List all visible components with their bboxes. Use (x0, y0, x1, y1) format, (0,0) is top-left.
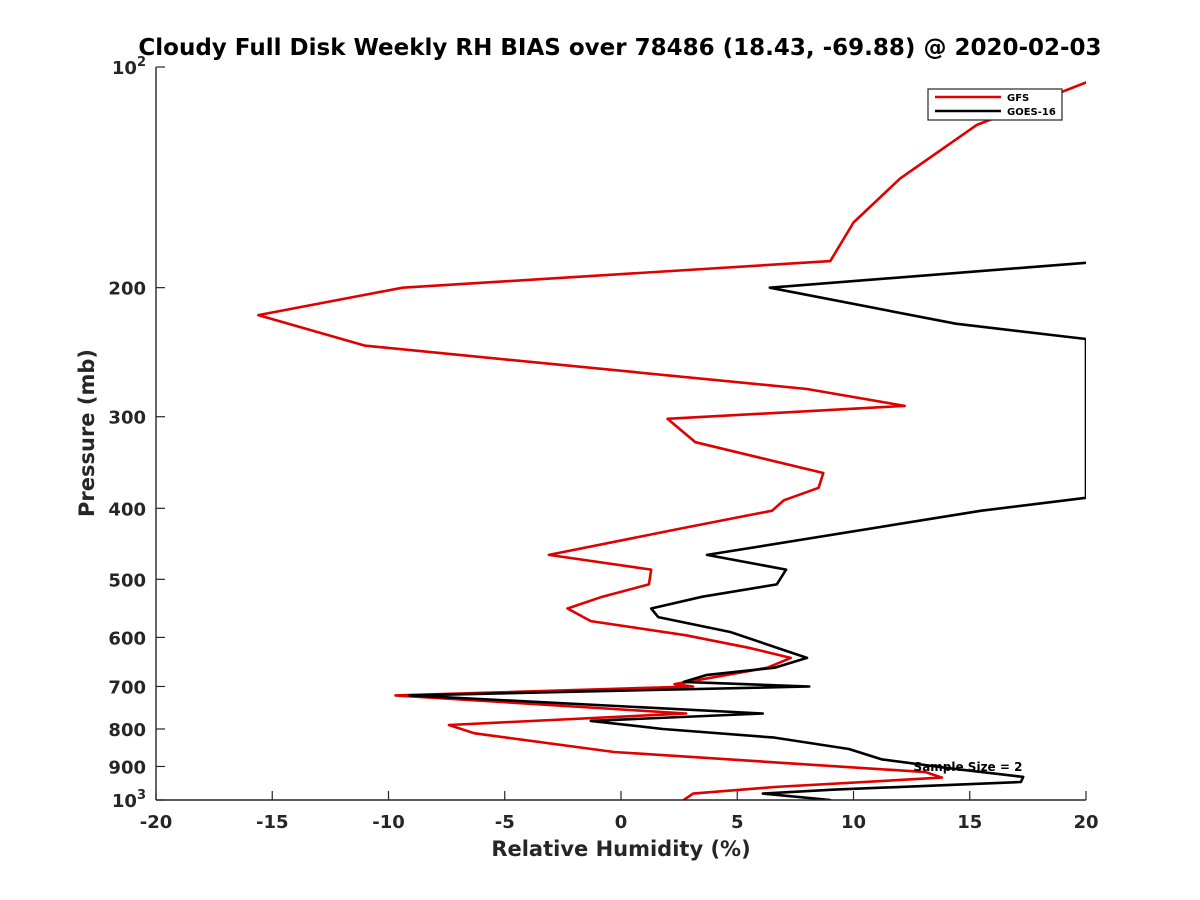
y-tick-label: 700 (108, 677, 146, 698)
legend-box (927, 88, 1063, 121)
x-tick-label: -15 (256, 812, 289, 833)
y-tick-exponent: 2 (137, 55, 146, 70)
chart-title: Cloudy Full Disk Weekly RH BIAS over 784… (138, 35, 1101, 61)
y-tick-label: 103 (112, 788, 146, 812)
series-line-gfs (256, 81, 1086, 800)
y-axis-label: Pressure (mb) (75, 349, 99, 517)
x-tick-label: 5 (731, 812, 744, 833)
x-tick-label: -10 (372, 812, 405, 833)
x-axis-label: Relative Humidity (%) (491, 837, 750, 861)
legend: GFS GOES-16 (927, 88, 1063, 121)
series-layer (256, 81, 1086, 800)
y-tick-exponent: 3 (137, 788, 146, 803)
y-tick-label: 800 (108, 720, 146, 741)
x-tick-label: 15 (957, 812, 982, 833)
y-tick-label: 200 (108, 279, 146, 300)
y-tick-label: 102 (112, 55, 146, 79)
y-tick-label: 600 (108, 628, 146, 649)
y-tick-label: 400 (108, 499, 146, 520)
x-tick-label: 20 (1073, 812, 1098, 833)
series-line-goes-16 (408, 261, 1086, 800)
x-tick-label: 10 (841, 812, 866, 833)
legend-label: GOES-16 (1007, 107, 1056, 118)
x-tick-label: -20 (140, 812, 173, 833)
x-tick-label: -5 (495, 812, 515, 833)
y-tick-label: 900 (108, 757, 146, 778)
legend-label: GFS (1007, 93, 1029, 104)
y-tick-label: 500 (108, 570, 146, 591)
sample-size-annotation: Sample Size = 2 (914, 760, 1023, 774)
x-tick-label: 0 (615, 812, 628, 833)
y-tick-label: 300 (108, 408, 146, 429)
ticks: -20 -15 -10 -5 0 5 10 15 20 102 200 300 400 500 600 700… (108, 55, 1098, 833)
